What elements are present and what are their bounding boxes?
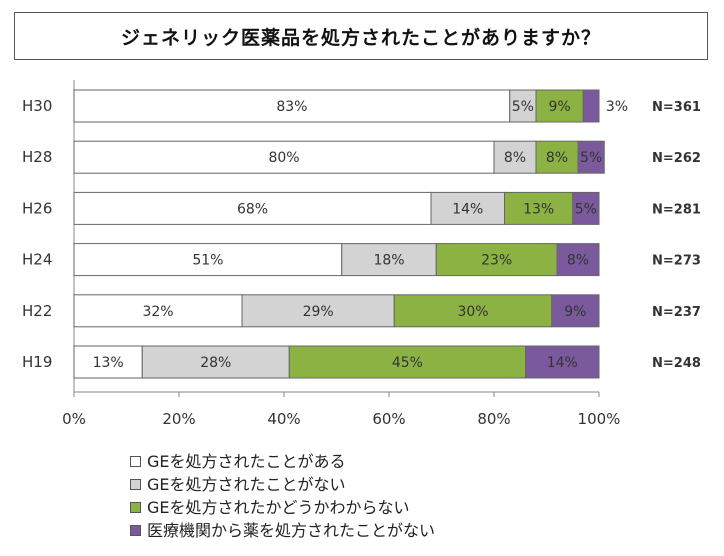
legend-swatch <box>130 502 141 513</box>
legend-swatch <box>130 456 141 467</box>
bar-segment <box>288 345 526 379</box>
data-label: 3% <box>606 99 628 115</box>
legend-item: GEを処方されたことがない <box>130 473 435 496</box>
bar-segment <box>577 140 605 174</box>
category-label: H24 <box>22 251 52 269</box>
category-label: H22 <box>22 302 52 320</box>
x-tick-label: 80% <box>477 410 510 428</box>
bar-segment <box>341 243 437 277</box>
data-label: 5% <box>575 201 597 217</box>
category-label: H28 <box>22 148 52 166</box>
data-label: 68% <box>237 201 268 217</box>
bar-segment <box>535 89 584 123</box>
x-tick-label: 40% <box>267 410 300 428</box>
legend-swatch <box>130 525 141 536</box>
x-tick-label: 0% <box>62 410 86 428</box>
bar-segment <box>393 294 553 328</box>
bar-segment <box>551 294 600 328</box>
category-label: H30 <box>22 97 52 115</box>
x-tick-label: 20% <box>162 410 195 428</box>
data-label: 51% <box>192 253 223 269</box>
legend-label: GEを処方されたことがない <box>147 474 346 494</box>
legend-item: GEを処方されたかどうかわからない <box>130 496 435 519</box>
stacked-bar-chart: H30 83% 5% 9% 3% N=361 H28 80% 8% 8% 5% N=262 H26 68%… <box>22 80 701 428</box>
bar-segment <box>572 191 600 225</box>
bar-segment <box>141 345 290 379</box>
sample-size-label: N=237 <box>652 305 701 320</box>
category-label: H26 <box>22 199 52 217</box>
bar-segment <box>73 294 243 328</box>
legend-swatch <box>130 479 141 490</box>
bar-segment <box>493 140 537 174</box>
legend-item: 医療機関から薬を処方されたことがない <box>130 519 435 542</box>
data-label: 18% <box>373 253 404 269</box>
bar-segment <box>241 294 395 328</box>
category-label: H19 <box>22 353 52 371</box>
data-label: 32% <box>142 304 173 320</box>
bar-segment <box>556 243 600 277</box>
bar-segment <box>582 89 600 123</box>
data-label: 14% <box>547 355 578 371</box>
data-label: 14% <box>452 201 483 217</box>
data-label: 28% <box>200 355 231 371</box>
data-label: 5% <box>580 150 602 166</box>
data-label: 9% <box>549 99 571 115</box>
data-label: 29% <box>303 304 334 320</box>
data-label: 8% <box>504 150 526 166</box>
bar-segment <box>525 345 600 379</box>
legend: GEを処方されたことがある GEを処方されたことがない GEを処方されたかどうか… <box>130 450 435 542</box>
chart-title: ジェネリック医薬品を処方されたことがありますか？ <box>14 12 708 60</box>
sample-size-label: N=361 <box>652 100 701 115</box>
data-label: 13% <box>93 355 124 371</box>
x-tick-label: 100% <box>578 410 621 428</box>
data-label: 83% <box>276 99 307 115</box>
data-label: 5% <box>512 99 534 115</box>
data-label: 45% <box>392 355 423 371</box>
data-label: 80% <box>268 150 299 166</box>
data-label: 9% <box>564 304 586 320</box>
sample-size-label: N=273 <box>652 254 701 269</box>
sample-size-label: N=248 <box>652 356 701 371</box>
sample-size-label: N=281 <box>652 202 701 217</box>
bar-segment <box>73 345 143 379</box>
bar-segment <box>430 191 505 225</box>
data-label: 8% <box>546 150 568 166</box>
sample-size-label: N=262 <box>652 151 701 166</box>
legend-label: GEを処方されたかどうかわからない <box>147 497 410 517</box>
legend-label: 医療機関から薬を処方されたことがない <box>147 520 436 540</box>
legend-item: GEを処方されたことがある <box>130 450 435 473</box>
data-label: 30% <box>457 304 488 320</box>
data-label: 23% <box>481 253 512 269</box>
x-tick-label: 60% <box>372 410 405 428</box>
bar-segment <box>73 89 511 123</box>
legend-label: GEを処方されたことがある <box>147 451 346 471</box>
data-label: 13% <box>523 201 554 217</box>
data-label: 8% <box>567 253 589 269</box>
